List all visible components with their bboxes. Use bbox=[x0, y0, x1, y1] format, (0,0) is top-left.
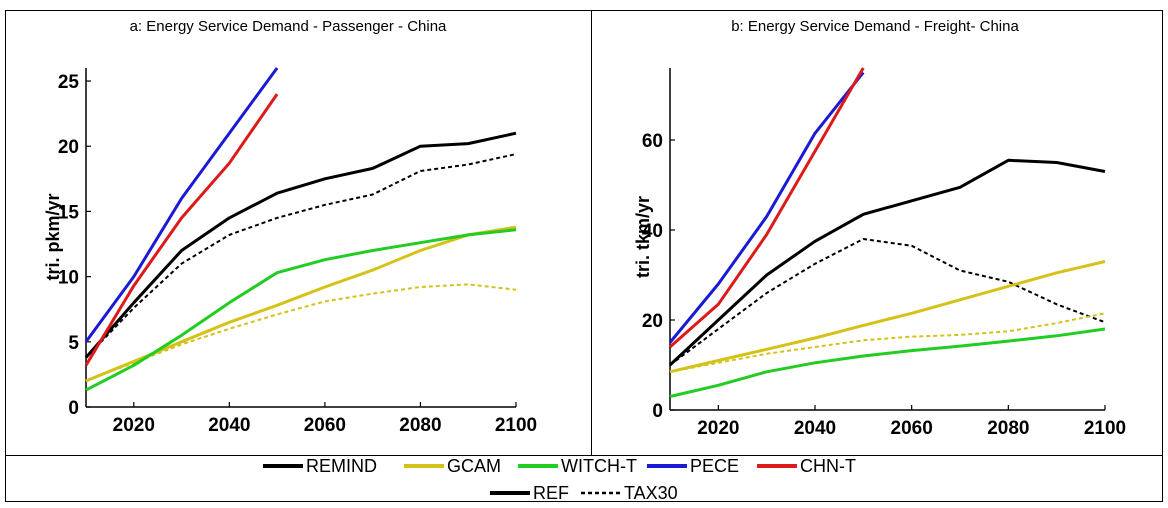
panel-a-ylabel: tri. pkm/yr bbox=[43, 193, 63, 280]
panel-a-title: a: Energy Service Demand - Passenger - C… bbox=[130, 18, 447, 35]
series-line-pece-ref bbox=[668, 71, 865, 344]
x-tick-label: 2080 bbox=[399, 415, 441, 436]
legend-item-witch-t: WITCH-T bbox=[518, 456, 637, 476]
figure-frame bbox=[5, 10, 1163, 502]
legend-label-remind: REMIND bbox=[306, 456, 377, 476]
y-tick-label: 10 bbox=[58, 268, 79, 289]
legend-item-chn-t: CHN-T bbox=[757, 456, 856, 476]
series-line-remind-tax30 bbox=[669, 238, 1106, 366]
panel-b-title: b: Energy Service Demand - Freight- Chin… bbox=[731, 18, 1019, 35]
panel-a-axes: 2020 2040 2060 2080 2100 0 5 10 15 20 25 bbox=[58, 68, 537, 436]
legend-label-ref: REF bbox=[533, 483, 569, 503]
legend-item-gcam: GCAM bbox=[404, 456, 501, 476]
legend-label-witch-t: WITCH-T bbox=[561, 456, 637, 476]
series-line-chn-t-ref bbox=[669, 67, 865, 349]
y-tick-label: 15 bbox=[58, 202, 80, 223]
series-line-gcam-tax30 bbox=[85, 283, 517, 382]
legend-item-remind: REMIND bbox=[263, 456, 377, 476]
legend-item-ref: REF bbox=[490, 483, 569, 503]
legend: REMIND GCAM WITCH-T PECE CHN-T REF TAX30 bbox=[263, 456, 856, 503]
series-line-gcam-tax30 bbox=[669, 312, 1106, 373]
series-line-chn-t-ref bbox=[84, 93, 279, 367]
legend-label-gcam: GCAM bbox=[447, 456, 501, 476]
panel-a: a: Energy Service Demand - Passenger - C… bbox=[43, 18, 537, 436]
y-tick-label: 25 bbox=[58, 72, 80, 93]
x-tick-label: 2020 bbox=[113, 415, 155, 436]
x-tick-label: 2040 bbox=[794, 418, 836, 439]
x-tick-label: 2100 bbox=[495, 415, 537, 436]
panel-b-ylabel: tri. tkm/yr bbox=[633, 196, 653, 278]
y-tick-label: 0 bbox=[652, 401, 663, 422]
x-tick-label: 2100 bbox=[1084, 418, 1126, 439]
y-tick-label: 40 bbox=[642, 221, 663, 242]
y-tick-label: 0 bbox=[68, 398, 79, 419]
legend-label-tax30: TAX30 bbox=[624, 483, 678, 503]
y-tick-label: 60 bbox=[642, 131, 663, 152]
series-line-remind-ref bbox=[84, 131, 517, 359]
legend-item-pece: PECE bbox=[647, 456, 739, 476]
series-line-witch-t-ref bbox=[85, 228, 517, 392]
x-tick-label: 2060 bbox=[891, 418, 933, 439]
series-line-witch-t-ref bbox=[669, 327, 1106, 398]
x-tick-label: 2080 bbox=[987, 418, 1029, 439]
legend-label-pece: PECE bbox=[690, 456, 739, 476]
series-line-remind-ref bbox=[668, 158, 1106, 367]
series-line-remind-tax30 bbox=[85, 153, 517, 359]
legend-label-chn-t: CHN-T bbox=[800, 456, 856, 476]
x-tick-label: 2060 bbox=[304, 415, 346, 436]
legend-item-tax30: TAX30 bbox=[581, 483, 678, 503]
panel-b: b: Energy Service Demand - Freight- Chin… bbox=[633, 18, 1126, 439]
y-tick-label: 20 bbox=[58, 137, 79, 158]
panel-a-plot: 2020 2040 2060 2080 2100 0 5 10 15 20 25 bbox=[58, 67, 537, 436]
x-tick-label: 2020 bbox=[697, 418, 739, 439]
series-line-pece-ref bbox=[84, 67, 279, 343]
series-line-gcam-ref bbox=[669, 260, 1106, 374]
x-tick-label: 2040 bbox=[208, 415, 250, 436]
y-tick-label: 5 bbox=[68, 333, 79, 354]
panel-b-series bbox=[668, 67, 1106, 398]
panel-a-series bbox=[84, 67, 517, 392]
y-tick-label: 20 bbox=[642, 311, 663, 332]
